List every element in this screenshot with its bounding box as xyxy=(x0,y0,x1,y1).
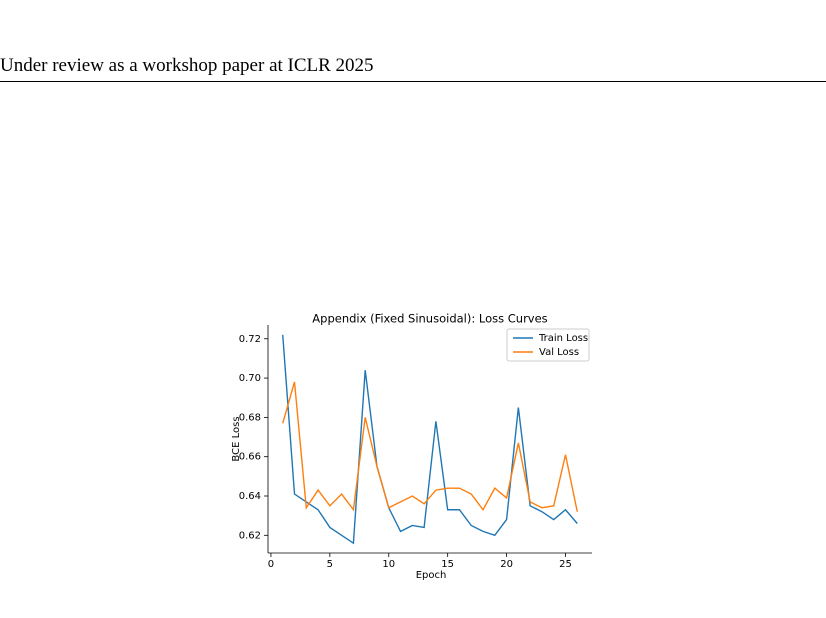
legend-label: Train Loss xyxy=(538,333,588,344)
legend-box xyxy=(506,328,590,362)
x-axis-label: Epoch xyxy=(416,570,447,581)
y-tick-label: 0.64 xyxy=(239,491,261,502)
y-tick-label: 0.68 xyxy=(239,412,261,423)
line-series xyxy=(282,334,578,545)
chart-title: Appendix (Fixed Sinusoidal): Loss Curves xyxy=(312,312,547,326)
header-title: Under review as a workshop paper at ICLR… xyxy=(0,55,374,76)
y-tick-label: 0.62 xyxy=(239,530,261,541)
x-tick-label: 5 xyxy=(327,559,333,570)
y-tick-label: 0.70 xyxy=(239,373,261,384)
line-series xyxy=(282,381,578,512)
x-tick-label: 15 xyxy=(441,559,454,570)
legend-label: Val Loss xyxy=(539,347,579,358)
x-tick-label: 20 xyxy=(500,559,513,570)
x-tick-label: 0 xyxy=(268,559,274,570)
y-axis-label: BCE Loss xyxy=(231,416,242,461)
header-rule xyxy=(0,81,826,82)
x-tick-label: 25 xyxy=(559,559,572,570)
x-tick-label: 10 xyxy=(382,559,395,570)
y-tick-label: 0.66 xyxy=(239,452,261,463)
y-tick-label: 0.72 xyxy=(239,334,261,345)
